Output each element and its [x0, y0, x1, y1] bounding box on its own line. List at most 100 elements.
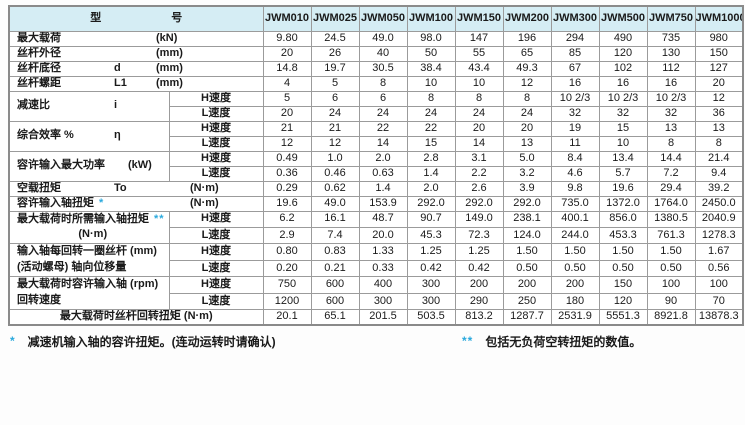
- value-cell: 32: [550, 105, 600, 122]
- value-cell: 19.6: [262, 195, 312, 212]
- value-cell: 4.6: [550, 165, 600, 182]
- value-cell: 49.3: [502, 60, 552, 77]
- value-cell: 0.46: [310, 165, 360, 182]
- value-cell: 98.0: [406, 30, 456, 47]
- value-cell: 1.25: [406, 243, 456, 261]
- value-cell: 4: [262, 75, 312, 92]
- value-cell: 0.62: [310, 180, 360, 197]
- double-asterisk-mark: **: [462, 334, 474, 349]
- speed-label-h: H速度: [168, 276, 264, 294]
- value-cell: 24: [406, 105, 456, 122]
- speed-label-h: H速度: [168, 243, 264, 261]
- value-cell: 0.49: [262, 150, 312, 167]
- value-cell: 1.67: [694, 243, 744, 261]
- value-cell: 200: [454, 276, 504, 294]
- value-cell: 32: [646, 105, 696, 122]
- value-cell: 0.29: [262, 180, 312, 197]
- row-label-line1: 最大载荷时容许输入轴 (rpm): [17, 278, 168, 293]
- row-label-line2: (活动螺母) 轴向位移量: [17, 261, 127, 274]
- model-header-9: JWM750: [646, 5, 696, 32]
- value-cell: 38.4: [406, 60, 456, 77]
- model-title-right: 号: [171, 11, 183, 24]
- value-cell: 16.1: [310, 210, 360, 228]
- value-cell: 8: [454, 90, 504, 107]
- table-row-screw-rotation-torque: 最大载荷时丝杆回转扭矩 (N·m) 20.1 65.1 201.5 503.5 813.2…: [8, 309, 744, 326]
- value-cell: 24: [310, 105, 360, 122]
- value-cell: 292.0: [454, 195, 504, 212]
- value-cell: 19: [550, 120, 600, 137]
- value-cell: 1.0: [310, 150, 360, 167]
- table-row-screw-root-dia: 丝杆底径 d (mm) 14.8 19.7 30.5 38.4 43.4 49.3 67 102 11…: [8, 60, 744, 77]
- row-symbol: d: [114, 61, 121, 74]
- value-cell: 20: [694, 75, 744, 92]
- speed-label-h: H速度: [168, 210, 264, 228]
- value-cell: 20: [502, 120, 552, 137]
- value-cell: 49.0: [310, 195, 360, 212]
- value-cell: 813.2: [454, 309, 504, 326]
- value-cell: 856.0: [598, 210, 648, 228]
- row-symbol: i: [114, 99, 118, 112]
- value-cell: 0.36: [262, 165, 312, 182]
- value-cell: 200: [550, 276, 600, 294]
- table-row-allow-input-shaft-torque: 容许输入轴扭矩 * (N·m) 19.6 49.0 153.9 292.0 292.0 292.…: [8, 195, 744, 212]
- footnote-2-text: 包括无负荷空转扭矩的数值。: [485, 334, 642, 349]
- value-cell: 8.4: [550, 150, 600, 167]
- row-label-text: 丝杆底径: [17, 61, 61, 74]
- value-cell: 1.4: [358, 180, 408, 197]
- value-cell: 980: [694, 30, 744, 47]
- value-cell: 50: [406, 45, 456, 62]
- value-cell: 750: [262, 276, 312, 294]
- speed-label-h: H速度: [168, 150, 264, 167]
- value-cell: 150: [694, 45, 744, 62]
- value-cell: 153.9: [358, 195, 408, 212]
- value-cell: 67: [550, 60, 600, 77]
- value-cell: 10: [406, 75, 456, 92]
- value-cell: 100: [646, 276, 696, 294]
- value-cell: 43.4: [454, 60, 504, 77]
- value-cell: 8: [406, 90, 456, 107]
- value-cell: 127: [694, 60, 744, 77]
- model-header-3: JWM050: [358, 5, 408, 32]
- value-cell: 20: [454, 120, 504, 137]
- value-cell: 735: [646, 30, 696, 47]
- value-cell: 15: [406, 135, 456, 152]
- value-cell: 10: [598, 135, 648, 152]
- value-cell: 26: [310, 45, 360, 62]
- value-cell: 20: [262, 105, 312, 122]
- value-cell: 9.4: [694, 165, 744, 182]
- speed-label-l: L速度: [168, 226, 264, 245]
- value-cell: 244.0: [550, 226, 600, 245]
- value-cell: 3.2: [502, 165, 552, 182]
- value-cell: 3.1: [454, 150, 504, 167]
- value-cell: 490: [598, 30, 648, 47]
- value-cell: 1.25: [454, 243, 504, 261]
- model-title-cell: 型号: [8, 5, 264, 32]
- value-cell: 1764.0: [646, 195, 696, 212]
- footnote-mark: *: [99, 196, 105, 209]
- value-cell: 2.6: [454, 180, 504, 197]
- value-cell: 16: [646, 75, 696, 92]
- value-cell: 45.3: [406, 226, 456, 245]
- value-cell: 16: [598, 75, 648, 92]
- value-cell: 19.6: [598, 180, 648, 197]
- value-cell: 30.5: [358, 60, 408, 77]
- footnote-2: ** 包括无负荷空转扭矩的数值。: [462, 333, 641, 350]
- footnote-1: * 减速机输入轴的容许扭矩。(连动运转时请确认): [10, 333, 462, 350]
- table-row-allow-max-input-power-l: L速度 0.36 0.46 0.63 1.4 2.2 3.2 4.6 5.7 7.2 9.4: [9, 165, 744, 182]
- row-label-text: 最大载荷时容许输入轴 (rpm): [17, 278, 159, 291]
- table-row-screw-outer-dia: 丝杆外径 (mm) 20 26 40 50 55 65 85 120 130 150: [8, 45, 744, 62]
- value-cell: 112: [646, 60, 696, 77]
- value-cell: 2531.9: [550, 309, 600, 326]
- value-cell: 290: [454, 292, 504, 311]
- value-cell: 5.7: [598, 165, 648, 182]
- table-row-screw-travel-per-rev-h: 输入轴每回转一圈丝杆 (mm) (活动螺母) 轴向位移量 H速度 0.80 0.83 1.…: [8, 243, 744, 278]
- value-cell: 24.5: [310, 30, 360, 47]
- value-cell: 14: [454, 135, 504, 152]
- value-cell: 100: [694, 276, 744, 294]
- value-cell: 102: [598, 60, 648, 77]
- value-cell: 8: [646, 135, 696, 152]
- row-label-line1: 最大载荷时所需输入轴扭矩 **: [17, 212, 168, 227]
- value-cell: 12: [310, 135, 360, 152]
- model-header-2: JWM025: [310, 5, 360, 32]
- row-label-allow-max-input-power: 容许输入最大功率 (kW): [8, 150, 170, 182]
